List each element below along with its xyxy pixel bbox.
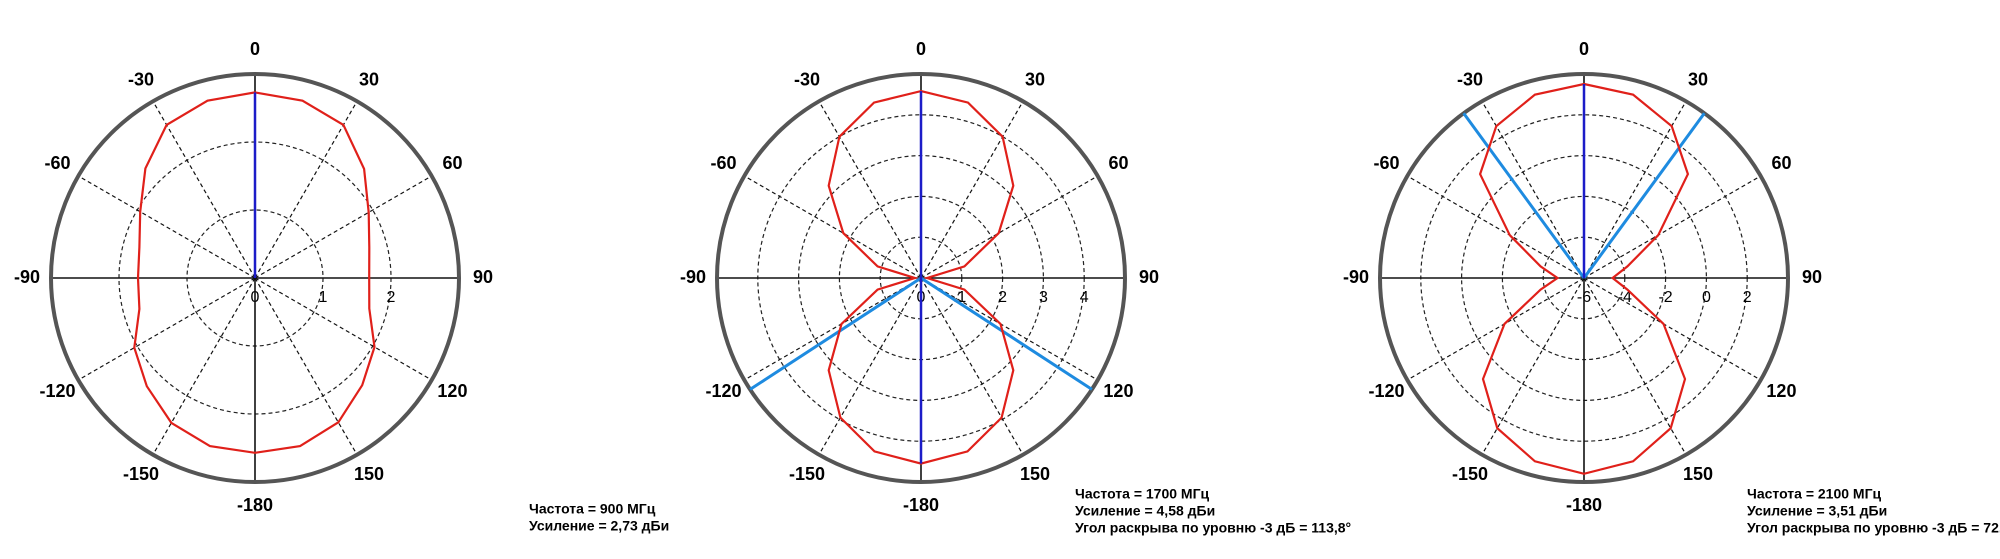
angle-label: -180 bbox=[903, 495, 939, 515]
angle-label: 90 bbox=[473, 267, 493, 287]
r-tick-label: 2 bbox=[1743, 289, 1752, 306]
angle-label: 90 bbox=[1139, 267, 1159, 287]
angle-label: 30 bbox=[359, 69, 379, 89]
r-tick-label: 2 bbox=[998, 289, 1007, 306]
annotation: Частота = 1700 МГц bbox=[1075, 486, 1210, 502]
angle-label: -90 bbox=[1343, 267, 1369, 287]
r-tick-label: 3 bbox=[1039, 289, 1048, 306]
angle-label: -180 bbox=[1566, 495, 1602, 515]
r-tick-label: 2 bbox=[387, 289, 396, 306]
spoke bbox=[254, 277, 358, 455]
angle-label: 60 bbox=[1771, 153, 1791, 173]
spoke bbox=[920, 175, 1098, 279]
angle-label: -30 bbox=[794, 69, 820, 89]
angle-label: -60 bbox=[711, 153, 737, 173]
beamwidth-edge bbox=[1462, 112, 1586, 279]
beamwidth-edge bbox=[749, 276, 922, 391]
spoke bbox=[1407, 277, 1585, 381]
spoke bbox=[78, 175, 256, 279]
spoke bbox=[1481, 101, 1585, 279]
spoke bbox=[1583, 101, 1687, 279]
r-tick-label: 1 bbox=[957, 289, 966, 306]
spoke bbox=[1407, 175, 1585, 279]
angle-label: -120 bbox=[1369, 381, 1405, 401]
spoke bbox=[254, 101, 358, 279]
angle-label: -150 bbox=[1452, 464, 1488, 484]
r-tick-label: 0 bbox=[1702, 289, 1711, 306]
pattern-curve bbox=[1478, 82, 1690, 475]
beamwidth-edge bbox=[920, 276, 1093, 391]
angle-label: -30 bbox=[128, 69, 154, 89]
angle-label: -150 bbox=[789, 464, 825, 484]
spoke bbox=[920, 101, 1024, 279]
r-tick-label: 4 bbox=[1080, 289, 1089, 306]
angle-label: 0 bbox=[916, 39, 926, 59]
outer-circle bbox=[49, 72, 461, 484]
angle-label: 30 bbox=[1025, 69, 1045, 89]
angle-label: -90 bbox=[14, 267, 40, 287]
angle-label: 30 bbox=[1688, 69, 1708, 89]
spoke bbox=[1583, 175, 1761, 279]
angle-label: 150 bbox=[1683, 464, 1713, 484]
r-tick-label: -4 bbox=[1618, 289, 1632, 306]
angle-label: 120 bbox=[1103, 381, 1133, 401]
spoke bbox=[152, 101, 256, 279]
spoke bbox=[920, 277, 1098, 381]
angle-label: -120 bbox=[706, 381, 742, 401]
r-tick-label: -2 bbox=[1658, 289, 1672, 306]
outer-circle bbox=[715, 72, 1127, 484]
spoke bbox=[920, 277, 1024, 455]
angle-label: -90 bbox=[680, 267, 706, 287]
angle-label: 60 bbox=[442, 153, 462, 173]
spoke bbox=[1583, 277, 1761, 381]
spoke bbox=[78, 277, 256, 381]
spoke bbox=[818, 277, 922, 455]
angle-label: 120 bbox=[1766, 381, 1796, 401]
annotation: Частота = 2100 МГц bbox=[1747, 486, 1882, 502]
angle-label: -60 bbox=[1374, 153, 1400, 173]
angle-label: -120 bbox=[40, 381, 76, 401]
outer-circle bbox=[1378, 72, 1790, 484]
annotation: Частота = 900 МГц bbox=[529, 501, 656, 517]
spoke bbox=[1481, 277, 1585, 455]
annotation: Усиление = 4,58 дБи bbox=[1075, 503, 1215, 519]
angle-label: 150 bbox=[1020, 464, 1050, 484]
angle-label: -60 bbox=[45, 153, 71, 173]
angle-label: 150 bbox=[354, 464, 384, 484]
annotation: Усиление = 2,73 дБи bbox=[529, 518, 669, 534]
angle-label: -180 bbox=[237, 495, 273, 515]
angle-label: 0 bbox=[250, 39, 260, 59]
annotation: Угол раскрыва по уровню -3 дБ = 113,8° bbox=[1075, 520, 1351, 536]
angle-label: -150 bbox=[123, 464, 159, 484]
spoke bbox=[818, 101, 922, 279]
annotation: Угол раскрыва по уровню -3 дБ = 72,3° bbox=[1747, 520, 2000, 536]
angle-label: 90 bbox=[1802, 267, 1822, 287]
spoke bbox=[1583, 277, 1687, 455]
spoke bbox=[744, 277, 922, 381]
beamwidth-edge bbox=[1582, 112, 1706, 279]
annotation: Усиление = 3,51 дБи bbox=[1747, 503, 1887, 519]
angle-label: -30 bbox=[1457, 69, 1483, 89]
spoke bbox=[152, 277, 256, 455]
spoke bbox=[254, 277, 432, 381]
angle-label: 120 bbox=[437, 381, 467, 401]
spoke bbox=[254, 175, 432, 279]
angle-label: 60 bbox=[1108, 153, 1128, 173]
pattern-curve bbox=[133, 91, 376, 454]
spoke bbox=[744, 175, 922, 279]
angle-label: 0 bbox=[1579, 39, 1589, 59]
r-tick-label: 1 bbox=[319, 289, 328, 306]
